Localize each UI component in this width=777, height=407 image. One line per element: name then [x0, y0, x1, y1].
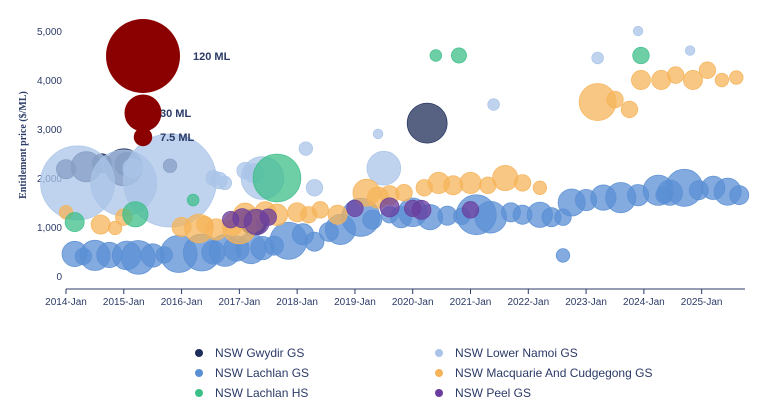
point-nsw-lower-namoi-gs — [487, 98, 500, 111]
series-legend: NSW Gwydir GS NSW Lower Namoi GS NSW Lachl… — [195, 344, 675, 401]
legend-item-nsw-lachlan-hs: NSW Lachlan HS — [195, 384, 435, 401]
y-tick-label: 4,000 — [37, 76, 62, 87]
point-nsw-gwydir-gs — [406, 102, 448, 144]
x-tick-label: 2023-Jan — [565, 297, 607, 308]
point-nsw-lower-namoi-gs — [591, 51, 604, 65]
x-axis-ticks: 2014-Jan 2015-Jan 2016-Jan 2017-Jan 2018-Jan… — [45, 289, 723, 308]
point-nsw-macquarie-and-cudgegong-gs — [311, 201, 329, 219]
point-nsw-macquarie-and-cudgegong-gs — [683, 70, 703, 90]
legend-dot-icon — [195, 368, 203, 377]
point-nsw-peel-gs — [411, 199, 432, 220]
point-nsw-macquarie-and-cudgegong-gs — [90, 214, 111, 235]
point-nsw-peel-gs — [346, 199, 364, 218]
x-tick-label: 2014-Jan — [45, 297, 87, 308]
legend-dot-icon — [195, 388, 203, 397]
legend-label: NSW Gwydir GS — [215, 345, 305, 360]
y-axis-title: Entitlement price ($/ML) — [18, 91, 29, 199]
point-nsw-peel-gs — [461, 201, 480, 219]
point-nsw-lower-namoi-gs — [684, 45, 696, 56]
point-nsw-macquarie-and-cudgegong-gs — [492, 164, 519, 192]
y-tick-label: 0 — [56, 272, 62, 283]
y-tick-label: 1,000 — [37, 223, 62, 234]
x-tick-label: 2018-Jan — [276, 297, 318, 308]
x-tick-label: 2019-Jan — [334, 297, 376, 308]
point-nsw-lachlan-hs — [429, 49, 443, 62]
point-nsw-macquarie-and-cudgegong-gs — [107, 220, 123, 236]
point-nsw-lower-namoi-gs — [632, 25, 644, 37]
size-legend-label: 120 ML — [193, 51, 231, 63]
point-nsw-lower-namoi-gs — [217, 175, 233, 191]
point-nsw-macquarie-and-cudgegong-gs — [666, 66, 685, 84]
point-nsw-lachlan-gs — [655, 186, 673, 204]
legend-dot-icon — [435, 348, 443, 357]
y-tick-label: 3,000 — [37, 125, 62, 136]
point-nsw-macquarie-and-cudgegong-gs — [184, 213, 214, 244]
legend-label: NSW Peel GS — [455, 385, 532, 400]
point-nsw-lachlan-gs — [555, 248, 571, 263]
x-tick-label: 2022-Jan — [507, 297, 549, 308]
data-points — [40, 25, 750, 275]
legend-item-nsw-macquarie-and-cudgegong-gs: NSW Macquarie And Cudgegong GS — [435, 364, 675, 381]
legend-label: NSW Lachlan HS — [215, 385, 309, 400]
point-nsw-macquarie-and-cudgegong-gs — [395, 184, 413, 202]
legend-label: NSW Macquarie And Cudgegong GS — [455, 365, 653, 380]
legend-dot-icon — [435, 368, 443, 377]
point-nsw-peel-gs — [379, 197, 400, 218]
x-tick-label: 2017-Jan — [219, 297, 261, 308]
point-nsw-lachlan-gs — [729, 185, 750, 206]
point-nsw-lachlan-hs — [252, 153, 302, 203]
legend-item-nsw-lower-namoi-gs: NSW Lower Namoi GS — [435, 344, 675, 361]
y-tick-label: 5,000 — [37, 27, 62, 38]
x-tick-label: 2020-Jan — [392, 297, 434, 308]
legend-label: NSW Lachlan GS — [215, 365, 310, 380]
point-nsw-lachlan-hs — [451, 47, 467, 64]
point-nsw-lachlan-gs — [304, 231, 325, 252]
point-nsw-macquarie-and-cudgegong-gs — [513, 174, 532, 192]
x-tick-label: 2016-Jan — [161, 297, 203, 308]
point-nsw-macquarie-and-cudgegong-gs — [620, 100, 639, 119]
legend-dot-icon — [195, 348, 203, 357]
point-nsw-lachlan-hs — [632, 46, 650, 65]
size-legend-circle — [124, 94, 162, 132]
point-nsw-lower-namoi-gs — [366, 150, 402, 186]
point-nsw-lower-namoi-gs — [372, 128, 384, 140]
x-tick-label: 2015-Jan — [103, 297, 145, 308]
legend-item-nsw-gwydir-gs: NSW Gwydir GS — [195, 344, 435, 361]
size-legend-circle — [133, 127, 153, 147]
point-nsw-peel-gs — [259, 208, 277, 226]
point-nsw-macquarie-and-cudgegong-gs — [631, 70, 651, 90]
point-nsw-lachlan-gs — [474, 200, 507, 234]
point-nsw-lachlan-hs — [186, 193, 200, 207]
legend-label: NSW Lower Namoi GS — [455, 345, 578, 360]
size-legend-label: 7.5 ML — [160, 132, 195, 144]
point-nsw-macquarie-and-cudgegong-gs — [459, 171, 482, 194]
x-tick-label: 2025-Jan — [681, 297, 723, 308]
point-nsw-macquarie-and-cudgegong-gs — [327, 204, 348, 225]
point-nsw-macquarie-and-cudgegong-gs — [714, 72, 730, 88]
legend-dot-icon — [435, 388, 443, 397]
point-nsw-lower-namoi-gs — [298, 141, 313, 156]
point-nsw-lower-namoi-gs — [305, 179, 324, 197]
point-nsw-macquarie-and-cudgegong-gs — [698, 61, 717, 79]
legend-item-nsw-lachlan-gs: NSW Lachlan GS — [195, 364, 435, 381]
point-nsw-lower-namoi-gs — [122, 158, 143, 179]
point-nsw-lachlan-gs — [362, 209, 383, 230]
size-legend-circle — [106, 19, 180, 93]
point-nsw-lachlan-hs — [122, 201, 149, 228]
y-axis-title-group: Entitlement price ($/ML) — [18, 91, 29, 199]
x-tick-label: 2021-Jan — [450, 297, 492, 308]
legend-item-nsw-peel-gs: NSW Peel GS — [435, 384, 675, 401]
point-nsw-macquarie-and-cudgegong-gs — [606, 90, 624, 109]
point-nsw-macquarie-and-cudgegong-gs — [729, 70, 744, 85]
point-nsw-macquarie-and-cudgegong-gs — [532, 180, 548, 195]
size-legend: 120 ML 30 ML 7.5 ML — [106, 19, 231, 147]
size-legend-label: 30 ML — [160, 108, 191, 120]
x-tick-label: 2024-Jan — [623, 297, 665, 308]
point-nsw-lachlan-hs — [64, 212, 85, 233]
